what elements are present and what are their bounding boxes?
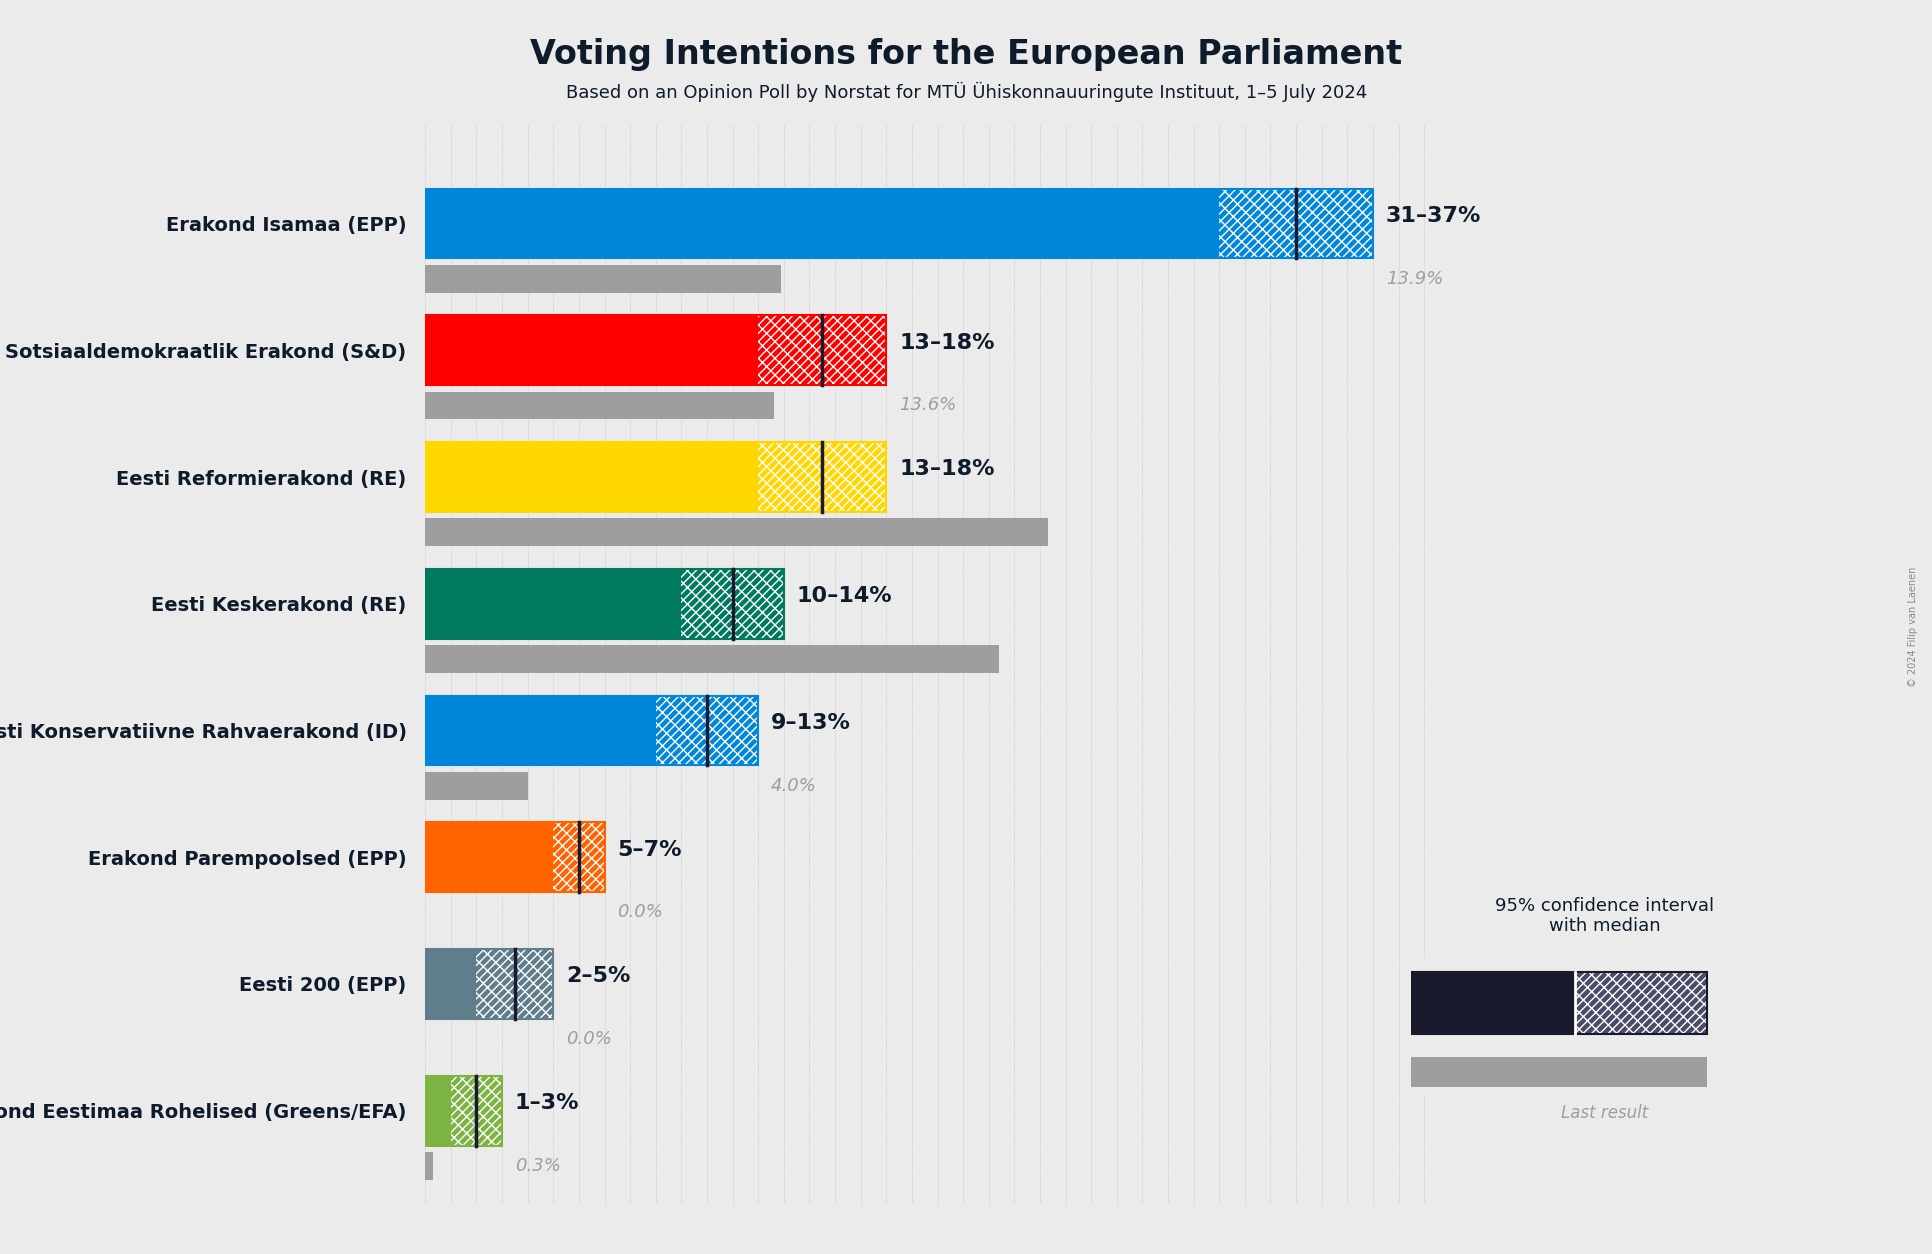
Text: Voting Intentions for the European Parliament: Voting Intentions for the European Parli… — [529, 38, 1403, 70]
Text: 13.9%: 13.9% — [1385, 270, 1443, 287]
Bar — [1575, 973, 1706, 1033]
Text: 95% confidence interval
with median: 95% confidence interval with median — [1493, 897, 1714, 935]
Text: 13.6%: 13.6% — [898, 396, 956, 415]
Bar — [450, 1076, 502, 1146]
Text: Based on an Opinion Poll by Norstat for MTÜ Ühiskonnauuringute Instituut, 1–5 Ju: Based on an Opinion Poll by Norstat for … — [566, 82, 1366, 102]
Bar — [425, 518, 1047, 547]
Bar — [1410, 1057, 1706, 1087]
Bar — [553, 823, 605, 892]
Bar — [757, 316, 885, 385]
Text: 31–37%: 31–37% — [1385, 206, 1480, 226]
Bar — [425, 949, 553, 1018]
Text: Last result: Last result — [1559, 1104, 1648, 1121]
Bar — [553, 823, 605, 892]
Bar — [425, 569, 682, 638]
Bar — [425, 391, 773, 419]
Bar — [655, 696, 757, 765]
Bar — [425, 443, 885, 512]
Bar — [425, 645, 999, 673]
Bar — [1410, 973, 1706, 1033]
Text: 10–14%: 10–14% — [796, 586, 893, 606]
Bar — [450, 1076, 502, 1146]
Text: © 2024 Filip van Laenen: © 2024 Filip van Laenen — [1907, 567, 1917, 687]
Text: 2–5%: 2–5% — [566, 967, 630, 987]
Text: 13–18%: 13–18% — [898, 459, 995, 479]
Bar — [425, 1152, 433, 1180]
Bar — [425, 696, 655, 765]
Bar — [475, 949, 553, 1018]
Bar — [655, 696, 757, 765]
Text: 13–18%: 13–18% — [898, 332, 995, 352]
Bar — [757, 443, 885, 512]
Bar — [450, 1076, 502, 1146]
Bar — [757, 443, 885, 512]
Bar — [553, 823, 605, 892]
Bar — [757, 316, 885, 385]
Text: 24.3%: 24.3% — [898, 523, 956, 542]
Bar — [682, 569, 784, 638]
Bar — [1410, 973, 1575, 1033]
Text: 5–7%: 5–7% — [616, 840, 682, 860]
Text: 9–13%: 9–13% — [771, 714, 850, 732]
Text: 0.0%: 0.0% — [566, 1030, 612, 1048]
Text: 0.0%: 0.0% — [616, 903, 663, 922]
Bar — [425, 569, 784, 638]
Bar — [1219, 189, 1372, 258]
Bar — [757, 443, 885, 512]
Bar — [425, 189, 1219, 258]
Text: 0.3%: 0.3% — [514, 1157, 560, 1175]
Bar — [425, 265, 781, 292]
Text: 22.4%: 22.4% — [796, 650, 854, 668]
Bar — [1219, 189, 1372, 258]
Bar — [682, 569, 784, 638]
Bar — [425, 316, 757, 385]
Bar — [1219, 189, 1372, 258]
Bar — [1575, 973, 1706, 1033]
Bar — [425, 823, 553, 892]
Bar — [757, 316, 885, 385]
Text: 1–3%: 1–3% — [514, 1093, 580, 1114]
Bar — [425, 949, 475, 1018]
Bar — [425, 823, 605, 892]
Bar — [475, 949, 553, 1018]
Text: 4.0%: 4.0% — [771, 776, 817, 795]
Bar — [425, 189, 1372, 258]
Bar — [425, 1076, 502, 1146]
Bar — [425, 316, 885, 385]
Bar — [425, 1076, 450, 1146]
Bar — [682, 569, 784, 638]
Bar — [425, 771, 527, 800]
Bar — [425, 696, 757, 765]
Bar — [475, 949, 553, 1018]
Bar — [425, 443, 757, 512]
Bar — [655, 696, 757, 765]
